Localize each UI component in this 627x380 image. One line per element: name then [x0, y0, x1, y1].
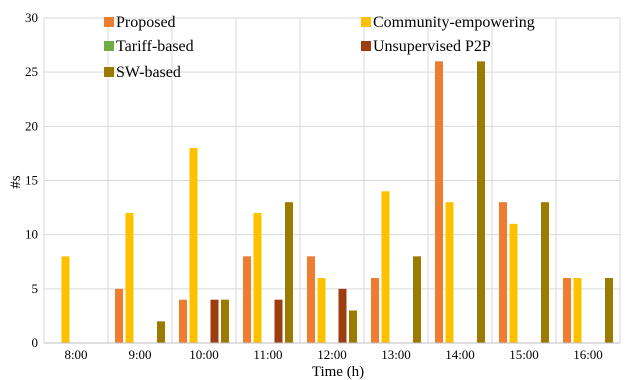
x-tick-label: 14:00: [445, 347, 475, 362]
x-tick-label: 12:00: [317, 347, 347, 362]
legend-swatch: [361, 17, 371, 27]
bar-community-empowering-1600: [573, 278, 582, 343]
grid: [43, 17, 621, 344]
x-axis-title: Time (h): [312, 364, 364, 380]
legend-label: Unsupervised P2P: [373, 38, 491, 55]
bar-sw-based-1300: [413, 256, 421, 343]
bar-sw-based-1600: [605, 278, 613, 343]
legend-label: Community-empowering: [373, 14, 535, 31]
y-tick-label: 0: [32, 335, 39, 350]
legend-swatch: [104, 67, 114, 77]
bar-community-empowering-900: [125, 213, 134, 343]
x-tick-labels: 8:00 9:00 10:00 11:00 12:00 13:00 14:00 15:00 16…: [64, 347, 602, 362]
x-tick-label: 15:00: [509, 347, 539, 362]
bar-proposed-1000: [179, 299, 187, 343]
bar-proposed-1300: [371, 278, 379, 343]
x-tick-label: 13:00: [381, 347, 411, 362]
bar-community-empowering-1200: [317, 278, 326, 343]
bar-sw-based-1100: [285, 202, 293, 343]
x-tick-label: 16:00: [573, 347, 603, 362]
y-tick-label: 5: [32, 281, 39, 296]
y-tick-label: 25: [25, 64, 38, 79]
bar-community-empowering-800: [61, 256, 70, 343]
bar-community-empowering-1000: [189, 148, 198, 343]
bar-proposed-1400: [435, 61, 443, 343]
bar-proposed-1200: [307, 256, 315, 343]
bar-sw-based-1400: [477, 61, 485, 343]
bar-community-empowering-1300: [381, 191, 390, 343]
bar-sw-based-1500: [541, 202, 549, 343]
legend: Proposed Community-empowering Tariff-based…: [104, 14, 535, 81]
bars: [61, 61, 613, 343]
bar-community-empowering-1100: [253, 213, 262, 343]
bar-unsupervised-p2p-1200: [338, 288, 347, 343]
bar-unsupervised-p2p-1100: [274, 299, 283, 343]
legend-swatch: [104, 17, 114, 27]
legend-label: Proposed: [116, 14, 176, 31]
x-tick-label: 11:00: [253, 347, 282, 362]
legend-label: Tariff-based: [116, 38, 194, 55]
y-tick-label: 10: [25, 227, 38, 242]
bar-unsupervised-p2p-1000: [210, 299, 219, 343]
x-tick-label: 8:00: [64, 347, 87, 362]
legend-swatch: [104, 41, 114, 51]
x-tick-label: 10:00: [189, 347, 219, 362]
bar-proposed-1500: [499, 202, 507, 343]
bar-sw-based-900: [157, 321, 165, 343]
y-tick-label: 20: [25, 118, 38, 133]
y-tick-label: 30: [25, 10, 38, 25]
bar-proposed-900: [115, 288, 123, 343]
bar-sw-based-1000: [221, 299, 229, 343]
bar-proposed-1600: [563, 278, 571, 343]
y-tick-label: 15: [25, 173, 38, 188]
bar-community-empowering-1400: [445, 202, 454, 343]
y-axis-title: #s: [8, 175, 24, 189]
y-tick-labels: 0 5 10 15 20 25 30: [25, 10, 38, 350]
legend-swatch: [361, 41, 371, 51]
legend-label: SW-based: [116, 64, 181, 81]
bar-sw-based-1200: [349, 310, 357, 343]
x-tick-label: 9:00: [128, 347, 151, 362]
bar-community-empowering-1500: [509, 223, 518, 343]
bar-proposed-1100: [243, 256, 251, 343]
